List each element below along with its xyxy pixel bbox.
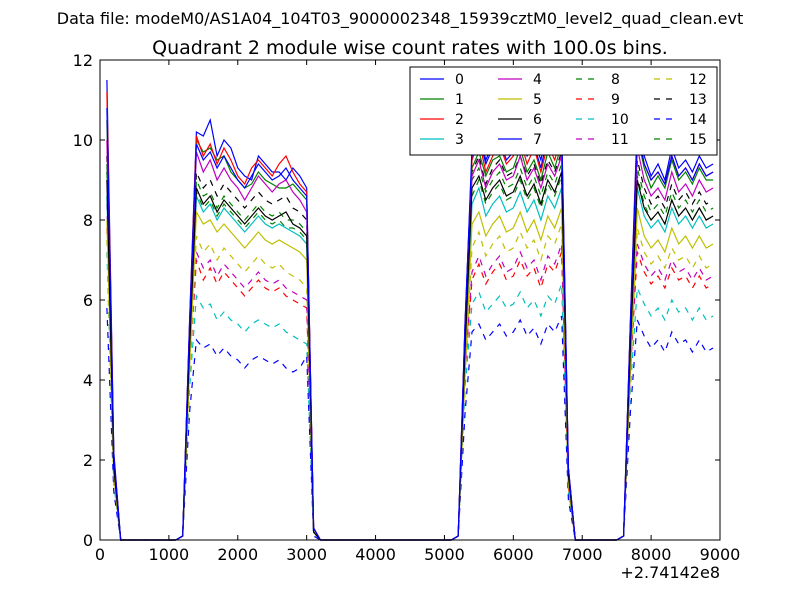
legend-label-0: 0 bbox=[455, 72, 464, 88]
legend-frame bbox=[409, 66, 718, 156]
legend-label-11: 11 bbox=[611, 132, 629, 148]
x-tick-label: 7000 bbox=[562, 545, 603, 564]
x-tick-label: 9000 bbox=[700, 545, 741, 564]
x-tick-label: 6000 bbox=[493, 545, 534, 564]
x-tick-label: 3000 bbox=[286, 545, 327, 564]
y-tick-label: 10 bbox=[73, 131, 93, 150]
suptitle: Data file: modeM0/AS1A04_104T03_90000023… bbox=[57, 9, 743, 29]
legend-label-1: 1 bbox=[455, 92, 464, 108]
x-tick-label: 5000 bbox=[424, 545, 465, 564]
y-tick-label: 6 bbox=[83, 291, 93, 310]
legend-label-15: 15 bbox=[689, 132, 707, 148]
legend-label-7: 7 bbox=[533, 132, 542, 148]
x-tick-label: 2000 bbox=[217, 545, 258, 564]
y-tick-label: 4 bbox=[83, 371, 93, 390]
legend-label-12: 12 bbox=[689, 72, 707, 88]
legend-label-2: 2 bbox=[455, 112, 464, 128]
legend-label-4: 4 bbox=[533, 72, 542, 88]
legend-label-6: 6 bbox=[533, 112, 542, 128]
chart-title: Quadrant 2 module wise count rates with … bbox=[152, 37, 668, 59]
y-tick-label: 0 bbox=[83, 531, 93, 550]
legend-label-13: 13 bbox=[689, 92, 707, 108]
legend-label-9: 9 bbox=[611, 92, 620, 108]
legend-label-8: 8 bbox=[611, 72, 620, 88]
y-tick-label: 12 bbox=[73, 51, 93, 70]
legend-label-14: 14 bbox=[689, 112, 707, 128]
x-tick-label: 4000 bbox=[355, 545, 396, 564]
x-offset-label: +2.74142e8 bbox=[620, 563, 720, 582]
legend-label-10: 10 bbox=[611, 112, 629, 128]
tick-layer: 0 1000 2000 3000 4000 5000 6000 7000 8000 9000 0 2 4… bbox=[73, 51, 741, 564]
legend-label-5: 5 bbox=[533, 92, 542, 108]
x-tick-label: 1000 bbox=[149, 545, 190, 564]
x-tick-label: 8000 bbox=[631, 545, 672, 564]
legend-label-3: 3 bbox=[455, 132, 464, 148]
y-tick-label: 2 bbox=[83, 451, 93, 470]
y-tick-label: 8 bbox=[83, 211, 93, 230]
x-tick-label: 0 bbox=[95, 545, 105, 564]
